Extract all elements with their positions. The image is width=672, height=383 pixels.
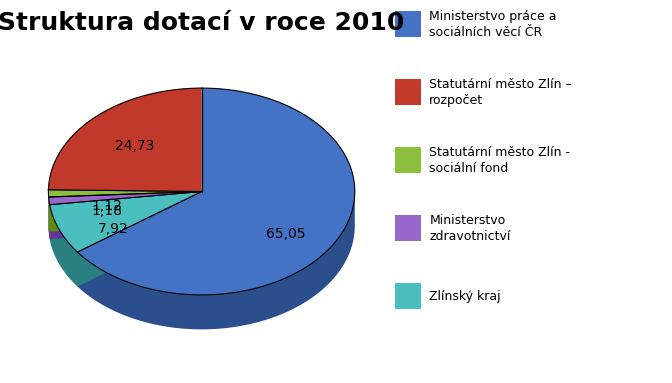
Bar xyxy=(395,147,421,173)
Bar xyxy=(395,283,421,309)
Polygon shape xyxy=(50,192,202,239)
Text: 24,73: 24,73 xyxy=(116,139,155,153)
Polygon shape xyxy=(50,205,77,286)
Bar xyxy=(395,11,421,37)
Polygon shape xyxy=(77,192,202,286)
Polygon shape xyxy=(48,192,202,205)
Polygon shape xyxy=(77,88,355,295)
Polygon shape xyxy=(48,190,202,197)
Text: Struktura dotací v roce 2010: Struktura dotací v roce 2010 xyxy=(0,11,405,36)
Polygon shape xyxy=(50,192,202,252)
Polygon shape xyxy=(48,192,202,231)
Text: Zlínský kraj: Zlínský kraj xyxy=(429,290,501,303)
Text: 7,92: 7,92 xyxy=(98,222,128,236)
Polygon shape xyxy=(77,192,202,286)
Text: 1,18: 1,18 xyxy=(91,204,122,218)
Polygon shape xyxy=(48,192,202,231)
Text: Ministerstvo
zdravotnictví: Ministerstvo zdravotnictví xyxy=(429,214,511,243)
Text: 1,12: 1,12 xyxy=(91,200,122,213)
Polygon shape xyxy=(77,193,355,329)
Polygon shape xyxy=(48,197,50,239)
Text: Ministerstvo práce a
sociálních věcí ČR: Ministerstvo práce a sociálních věcí ČR xyxy=(429,10,557,39)
Text: Statutární město Zlín –
rozpočet: Statutární město Zlín – rozpočet xyxy=(429,78,572,107)
Bar xyxy=(395,215,421,241)
Text: Statutární město Zlín -
sociální fond: Statutární město Zlín - sociální fond xyxy=(429,146,571,175)
Polygon shape xyxy=(50,192,202,239)
Text: 65,05: 65,05 xyxy=(266,228,306,242)
Polygon shape xyxy=(48,88,202,192)
Bar xyxy=(395,79,421,105)
